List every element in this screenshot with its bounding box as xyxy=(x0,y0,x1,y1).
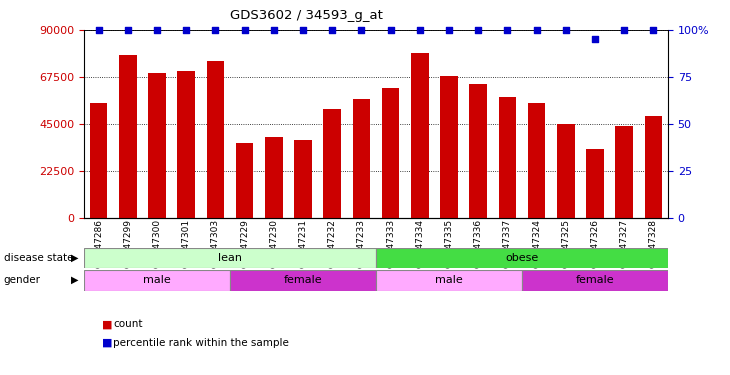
Point xyxy=(239,27,250,33)
Bar xyxy=(84,270,230,291)
Bar xyxy=(440,76,458,217)
Bar xyxy=(265,137,283,218)
Bar xyxy=(557,124,575,218)
Bar xyxy=(586,149,604,217)
Point xyxy=(648,27,659,33)
Bar xyxy=(294,140,312,218)
Point xyxy=(356,27,367,33)
Text: ■: ■ xyxy=(102,320,112,329)
Point xyxy=(531,27,542,33)
Bar xyxy=(382,88,399,218)
Bar xyxy=(528,103,545,218)
Point xyxy=(151,27,163,33)
Bar xyxy=(84,248,376,268)
Bar xyxy=(376,270,522,291)
Point xyxy=(589,36,601,42)
Text: disease state: disease state xyxy=(4,253,73,262)
Bar xyxy=(148,73,166,217)
Text: gender: gender xyxy=(4,275,41,285)
Text: count: count xyxy=(113,320,142,329)
Point xyxy=(210,27,221,33)
Point xyxy=(268,27,280,33)
Point xyxy=(560,27,572,33)
Text: male: male xyxy=(435,275,463,285)
Bar xyxy=(376,248,668,268)
Point xyxy=(122,27,134,33)
Text: lean: lean xyxy=(218,253,242,263)
Bar xyxy=(236,142,253,218)
Bar xyxy=(469,84,487,218)
Point xyxy=(93,27,104,33)
Point xyxy=(297,27,309,33)
Text: female: female xyxy=(576,275,614,285)
Point xyxy=(443,27,455,33)
Text: GDS3602 / 34593_g_at: GDS3602 / 34593_g_at xyxy=(230,9,383,22)
Text: ■: ■ xyxy=(102,338,112,348)
Text: obese: obese xyxy=(505,253,539,263)
Bar xyxy=(119,55,137,217)
Bar xyxy=(90,103,107,218)
Bar xyxy=(411,53,429,217)
Point xyxy=(180,27,192,33)
Text: percentile rank within the sample: percentile rank within the sample xyxy=(113,338,289,348)
Text: female: female xyxy=(284,275,322,285)
Bar xyxy=(323,109,341,217)
Text: ▶: ▶ xyxy=(72,275,79,285)
Point xyxy=(326,27,338,33)
Bar xyxy=(499,97,516,218)
Bar xyxy=(615,126,633,218)
Point xyxy=(618,27,630,33)
Bar xyxy=(230,270,376,291)
Text: male: male xyxy=(143,275,171,285)
Point xyxy=(472,27,484,33)
Point xyxy=(502,27,513,33)
Bar xyxy=(353,99,370,218)
Bar xyxy=(522,270,668,291)
Point xyxy=(414,27,426,33)
Bar xyxy=(207,61,224,217)
Bar xyxy=(645,117,662,218)
Point xyxy=(385,27,396,33)
Text: ▶: ▶ xyxy=(72,253,79,262)
Bar xyxy=(177,70,195,217)
